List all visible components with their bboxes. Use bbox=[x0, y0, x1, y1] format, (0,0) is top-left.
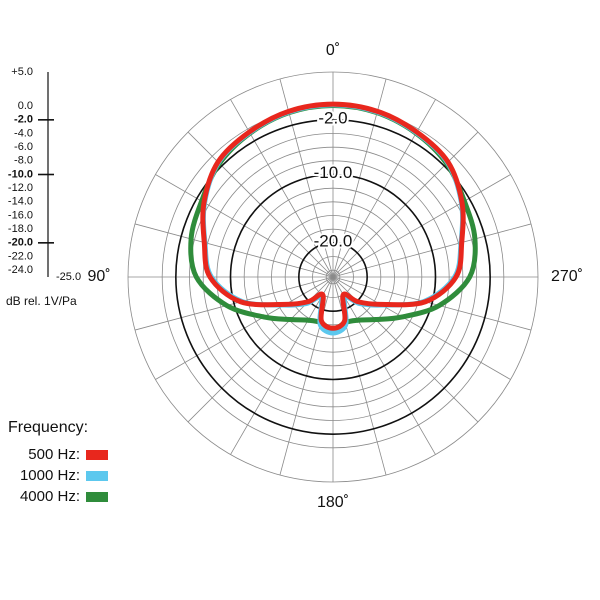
r-tick-label: -22.0 bbox=[8, 250, 33, 262]
r-tick-label: -18.0 bbox=[8, 223, 33, 235]
r-tick-label: +5.0 bbox=[11, 66, 33, 78]
r-tick-label: -2.0 bbox=[14, 114, 33, 126]
r-tick-label: -14.0 bbox=[8, 196, 33, 208]
r-tick-label: -12.0 bbox=[8, 182, 33, 194]
legend-swatch bbox=[86, 471, 108, 481]
r-tick-label: -25.0 bbox=[56, 271, 81, 283]
major-ring bbox=[229, 173, 437, 381]
r-tick-label: 0.0 bbox=[18, 100, 33, 112]
radial-axis-label: dB rel. 1V/Pa bbox=[6, 294, 77, 308]
ring-label: -10.0 bbox=[314, 163, 353, 182]
ring bbox=[216, 160, 450, 394]
polar-grid bbox=[127, 71, 539, 483]
legend-swatch bbox=[86, 492, 108, 502]
r-tick-label: -6.0 bbox=[14, 141, 33, 153]
legend-label: 500 Hz: bbox=[28, 446, 80, 463]
r-tick-label: -4.0 bbox=[14, 127, 33, 139]
major-ring bbox=[175, 119, 491, 435]
legend-label: 1000 Hz: bbox=[20, 467, 80, 484]
legend-swatch bbox=[86, 450, 108, 460]
ring bbox=[325, 269, 341, 285]
ring-label: -2.0 bbox=[318, 108, 347, 127]
r-tick-label: -16.0 bbox=[8, 209, 33, 221]
ring bbox=[284, 228, 382, 326]
angle-label: 90˚ bbox=[87, 268, 110, 285]
ring bbox=[189, 133, 477, 421]
angle-label: 0˚ bbox=[326, 42, 340, 59]
ring-label: -20.0 bbox=[314, 231, 353, 250]
ring bbox=[243, 187, 423, 367]
r-tick-label: -10.0 bbox=[8, 168, 33, 180]
ring bbox=[127, 71, 539, 483]
legend-label: 4000 Hz: bbox=[20, 488, 80, 505]
angle-label: 270˚ bbox=[551, 268, 583, 285]
ring bbox=[312, 256, 354, 298]
ring bbox=[202, 146, 464, 408]
r-tick-label: -24.0 bbox=[8, 264, 33, 276]
legend-title: Frequency: bbox=[8, 419, 88, 436]
polar-line bbox=[200, 101, 466, 331]
angle-label: 180˚ bbox=[317, 494, 349, 511]
r-tick-label: -20.0 bbox=[8, 237, 33, 249]
major-ring bbox=[298, 242, 368, 312]
ring bbox=[257, 201, 409, 353]
r-tick-label: -8.0 bbox=[14, 155, 33, 167]
ring bbox=[271, 215, 395, 339]
